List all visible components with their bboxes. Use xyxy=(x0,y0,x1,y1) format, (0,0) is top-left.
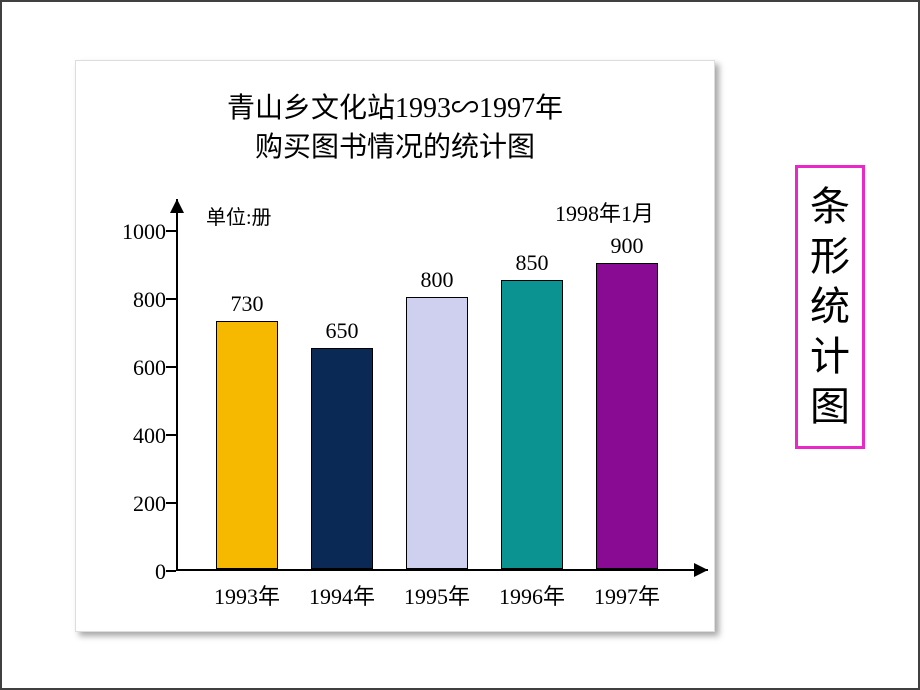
plot-area: 02004006008001000 730650800850900 1993年1… xyxy=(176,231,696,571)
x-tick-label: 1995年 xyxy=(392,579,482,611)
x-axis-line xyxy=(176,569,708,571)
bar-value-label: 800 xyxy=(397,267,477,293)
x-tick-label: 1993年 xyxy=(202,579,292,611)
bar xyxy=(406,297,468,569)
y-axis-line xyxy=(176,199,178,571)
bar xyxy=(216,321,278,569)
y-tick-label: 1000 xyxy=(96,219,166,245)
side-label-char: 条 xyxy=(810,182,850,232)
chart-title-line2: 购买图书情况的统计图 xyxy=(255,132,535,163)
date-label: 1998年1月 xyxy=(555,196,654,228)
side-label-box: 条形统计图 xyxy=(795,165,865,449)
unit-label: 单位:册 xyxy=(206,201,272,230)
y-tick xyxy=(166,434,176,436)
y-axis-arrow-icon xyxy=(170,199,184,213)
y-tick-label: 800 xyxy=(96,287,166,313)
side-label-char: 形 xyxy=(810,232,850,282)
y-tick xyxy=(166,366,176,368)
x-tick-label: 1994年 xyxy=(297,579,387,611)
bar xyxy=(596,263,658,569)
bar xyxy=(311,348,373,569)
y-tick-label: 400 xyxy=(96,423,166,449)
y-tick xyxy=(166,502,176,504)
y-tick xyxy=(166,298,176,300)
side-label-text: 条形统计图 xyxy=(806,182,854,432)
chart-title-line1: 青山乡文化站1993∽1997年 xyxy=(227,93,563,124)
side-label-char: 统 xyxy=(810,282,850,332)
x-tick-label: 1996年 xyxy=(487,579,577,611)
chart-title: 青山乡文化站1993∽1997年 购买图书情况的统计图 xyxy=(76,89,714,167)
y-tick xyxy=(166,570,176,572)
bar-value-label: 730 xyxy=(207,291,287,317)
chart-panel: 青山乡文化站1993∽1997年 购买图书情况的统计图 单位:册 1998年1月… xyxy=(75,60,715,632)
bar-value-label: 900 xyxy=(587,233,667,259)
y-tick-label: 0 xyxy=(96,559,166,585)
bar xyxy=(501,280,563,569)
y-tick-label: 600 xyxy=(96,355,166,381)
bar-value-label: 850 xyxy=(492,250,572,276)
bar-value-label: 650 xyxy=(302,318,382,344)
x-tick-label: 1997年 xyxy=(582,579,672,611)
y-tick-label: 200 xyxy=(96,491,166,517)
x-axis-arrow-icon xyxy=(694,563,708,577)
side-label-char: 图 xyxy=(810,382,850,432)
side-label-char: 计 xyxy=(810,332,850,382)
y-tick xyxy=(166,230,176,232)
